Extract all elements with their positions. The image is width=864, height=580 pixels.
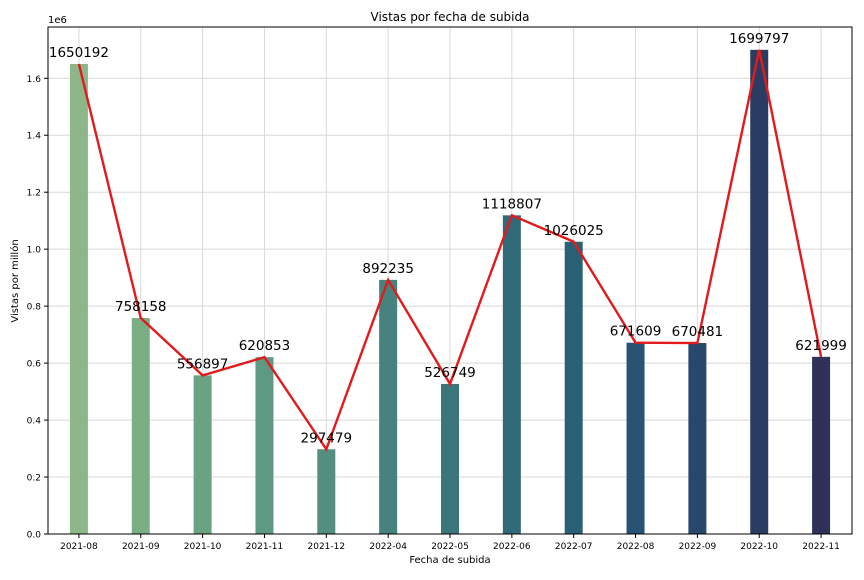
data-label: 526749 bbox=[424, 365, 476, 381]
bar bbox=[564, 241, 583, 534]
data-label: 556897 bbox=[177, 356, 229, 372]
data-label: 758158 bbox=[115, 299, 167, 315]
data-label: 1026025 bbox=[544, 223, 604, 239]
x-tick-label: 2022-07 bbox=[555, 542, 593, 552]
data-label: 297479 bbox=[301, 430, 353, 446]
x-tick-label: 2021-11 bbox=[246, 542, 284, 552]
x-tick-label: 2021-10 bbox=[184, 542, 222, 552]
x-tick-label: 2021-12 bbox=[308, 542, 346, 552]
bar bbox=[502, 215, 521, 535]
bar bbox=[441, 383, 459, 534]
y-axis-multiplier: 1e6 bbox=[48, 15, 67, 26]
bar bbox=[255, 357, 274, 534]
overlay-line bbox=[77, 49, 823, 452]
bar bbox=[193, 375, 212, 534]
y-axis-label: Vistas por millón bbox=[9, 239, 21, 322]
bar bbox=[812, 356, 831, 534]
data-label: 1650192 bbox=[49, 45, 109, 61]
x-axis-label: Fecha de subida bbox=[409, 555, 490, 566]
data-label: 892235 bbox=[362, 261, 414, 277]
data-label: 621999 bbox=[795, 338, 847, 354]
bar bbox=[750, 49, 769, 535]
bar bbox=[626, 342, 645, 534]
bar bbox=[131, 318, 150, 534]
plot-frame bbox=[47, 26, 853, 535]
bar bbox=[688, 343, 707, 534]
data-labels: 1650192 758158 556897 620853 297479 892235 526… bbox=[49, 31, 847, 446]
y-tick-label: 1.6 bbox=[27, 75, 42, 85]
bar bbox=[317, 449, 336, 534]
x-tick-label: 2021-09 bbox=[122, 542, 160, 552]
x-tick-label: 2022-06 bbox=[493, 542, 531, 552]
chart-title: Vistas por fecha de subida bbox=[371, 10, 530, 24]
data-label: 1699797 bbox=[729, 31, 789, 47]
bar bbox=[379, 279, 398, 534]
data-label: 671609 bbox=[610, 324, 662, 340]
x-tick-label: 2022-09 bbox=[679, 542, 717, 552]
x-tick-label: 2022-04 bbox=[369, 542, 407, 552]
x-tick-label: 2022-05 bbox=[431, 542, 469, 552]
y-tick-label: 0.6 bbox=[27, 360, 42, 370]
y-tick-label: 0.0 bbox=[27, 531, 42, 541]
y-tick-label: 1.0 bbox=[27, 246, 42, 256]
data-label: 620853 bbox=[239, 338, 291, 354]
x-tick-label: 2022-10 bbox=[740, 542, 778, 552]
axes: 0.0 0.2 0.4 0.6 0.8 1.0 1.2 1.4 1.6 2021-08 2021-0… bbox=[27, 26, 853, 552]
y-tick-label: 0.2 bbox=[27, 474, 41, 484]
y-tick-label: 0.8 bbox=[27, 303, 42, 313]
y-tick-label: 1.4 bbox=[27, 132, 42, 142]
y-tick-label: 1.2 bbox=[27, 189, 41, 199]
y-tick-label: 0.4 bbox=[27, 417, 42, 427]
data-label: 670481 bbox=[672, 324, 724, 340]
x-tick-label: 2021-08 bbox=[60, 542, 98, 552]
x-tick-label: 2022-11 bbox=[802, 542, 840, 552]
bars bbox=[69, 49, 831, 535]
data-label: 1118807 bbox=[482, 196, 542, 212]
bar bbox=[69, 63, 88, 535]
x-tick-label: 2022-08 bbox=[617, 542, 655, 552]
overlay-line-layer bbox=[77, 49, 823, 452]
